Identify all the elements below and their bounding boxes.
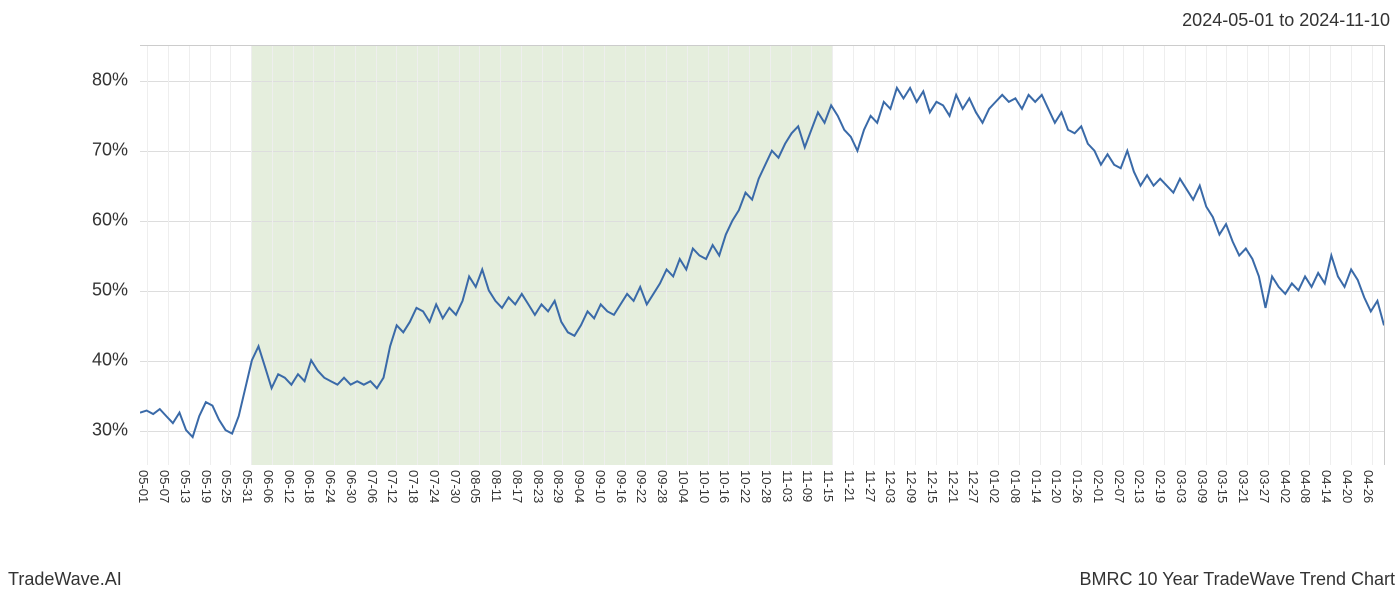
y-axis: 30% 40% 50% 60% 70% 80% [0, 45, 140, 465]
x-tick-label: 02-13 [1132, 470, 1147, 503]
x-tick-label: 12-21 [946, 470, 961, 503]
x-tick-label: 09-16 [614, 470, 629, 503]
x-tick-label: 10-10 [697, 470, 712, 503]
x-tick-label: 05-19 [199, 470, 214, 503]
x-tick-label: 06-06 [261, 470, 276, 503]
x-tick-label: 08-11 [489, 470, 504, 502]
x-tick-label: 10-28 [759, 470, 774, 503]
x-tick-label: 03-03 [1174, 470, 1189, 503]
x-tick-label: 05-01 [136, 470, 151, 503]
x-tick-label: 01-14 [1029, 470, 1044, 503]
x-tick-label: 11-09 [800, 470, 815, 502]
x-tick-label: 07-18 [406, 470, 421, 503]
x-tick-label: 11-21 [842, 470, 857, 502]
x-tick-label: 09-28 [655, 470, 670, 503]
x-tick-label: 10-04 [676, 470, 691, 503]
x-tick-label: 11-03 [780, 470, 795, 502]
x-tick-label: 07-30 [448, 470, 463, 503]
x-tick-label: 01-26 [1070, 470, 1085, 503]
x-tick-label: 12-27 [966, 470, 981, 503]
x-tick-label: 10-16 [717, 470, 732, 503]
x-tick-label: 12-15 [925, 470, 940, 503]
x-tick-label: 05-07 [157, 470, 172, 503]
x-tick-label: 04-08 [1298, 470, 1313, 503]
x-tick-label: 11-15 [821, 470, 836, 502]
x-tick-label: 10-22 [738, 470, 753, 503]
x-tick-label: 03-15 [1215, 470, 1230, 503]
x-tick-label: 02-01 [1091, 470, 1106, 503]
x-tick-label: 02-19 [1153, 470, 1168, 503]
footer-brand: TradeWave.AI [8, 569, 122, 590]
x-tick-label: 07-06 [365, 470, 380, 503]
x-tick-label: 05-25 [219, 470, 234, 503]
x-tick-label: 06-18 [302, 470, 317, 503]
x-tick-label: 04-20 [1340, 470, 1355, 503]
x-tick-label: 12-03 [883, 470, 898, 503]
trend-line [140, 88, 1384, 437]
x-tick-label: 05-31 [240, 470, 255, 503]
y-tick-label: 80% [92, 70, 128, 91]
x-tick-label: 08-05 [468, 470, 483, 503]
header-date-range: 2024-05-01 to 2024-11-10 [1182, 10, 1390, 31]
x-tick-label: 08-29 [551, 470, 566, 503]
x-tick-label: 01-08 [1008, 470, 1023, 503]
x-tick-label: 03-21 [1236, 470, 1251, 503]
x-tick-label: 07-24 [427, 470, 442, 503]
x-tick-label: 11-27 [863, 470, 878, 502]
x-tick-label: 09-04 [572, 470, 587, 503]
x-tick-label: 04-26 [1361, 470, 1376, 503]
x-tick-label: 09-10 [593, 470, 608, 503]
x-axis: 05-0105-0705-1305-1905-2505-3106-0606-12… [140, 465, 1385, 565]
y-tick-label: 60% [92, 210, 128, 231]
footer-chart-title: BMRC 10 Year TradeWave Trend Chart [1080, 569, 1395, 590]
chart-plot-area [140, 45, 1385, 465]
x-tick-label: 05-13 [178, 470, 193, 503]
x-tick-label: 04-02 [1278, 470, 1293, 503]
x-tick-label: 03-27 [1257, 470, 1272, 503]
x-tick-label: 01-02 [987, 470, 1002, 503]
y-tick-label: 50% [92, 280, 128, 301]
x-tick-label: 06-30 [344, 470, 359, 503]
x-tick-label: 03-09 [1195, 470, 1210, 503]
x-tick-label: 06-12 [282, 470, 297, 503]
x-tick-label: 06-24 [323, 470, 338, 503]
line-chart-svg [140, 46, 1384, 465]
x-tick-label: 07-12 [385, 470, 400, 503]
x-tick-label: 02-07 [1112, 470, 1127, 503]
x-tick-label: 12-09 [904, 470, 919, 503]
x-tick-label: 08-17 [510, 470, 525, 503]
y-tick-label: 30% [92, 420, 128, 441]
x-tick-label: 04-14 [1319, 470, 1334, 503]
x-tick-label: 08-23 [531, 470, 546, 503]
y-tick-label: 40% [92, 350, 128, 371]
y-tick-label: 70% [92, 140, 128, 161]
x-tick-label: 09-22 [634, 470, 649, 503]
x-tick-label: 01-20 [1049, 470, 1064, 503]
